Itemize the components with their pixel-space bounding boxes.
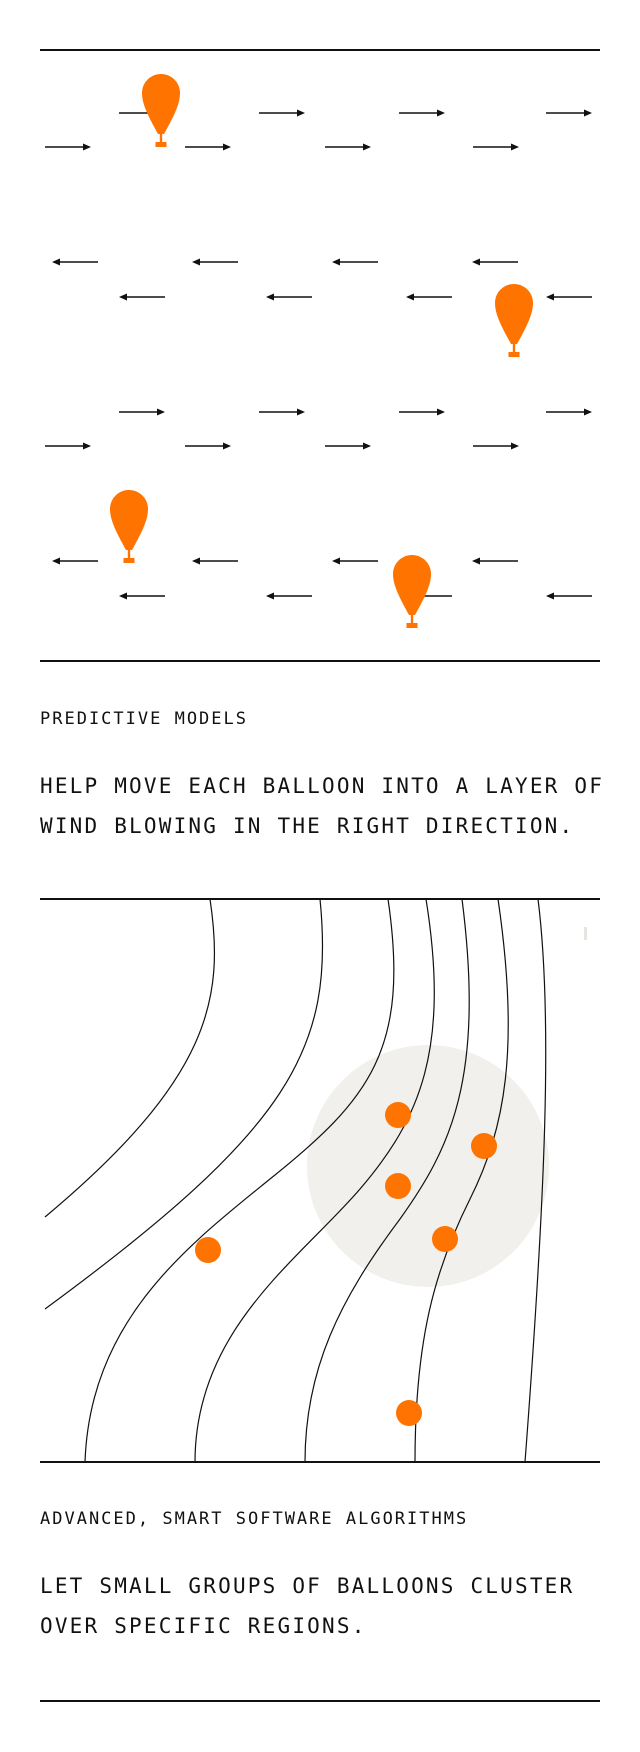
wind-layer-3-right <box>44 407 593 451</box>
balloon-dot <box>396 1400 422 1426</box>
arrow-left-icon <box>331 257 379 267</box>
balloon-dot <box>471 1133 497 1159</box>
balloon-icon <box>393 555 431 628</box>
arrow-left-icon <box>545 591 593 601</box>
arrow-right-icon <box>545 407 593 417</box>
flow-line <box>84 899 395 1463</box>
flow-line <box>44 899 324 1310</box>
arrow-left-icon <box>545 292 593 302</box>
arrow-right-icon <box>472 441 520 451</box>
wind-flow-lines <box>44 899 547 1463</box>
arrow-left-icon <box>51 257 99 267</box>
section-title-smart-algorithms: ADVANCED, SMART SOFTWARE ALGORITHMS <box>40 1509 469 1529</box>
arrow-right-icon <box>184 142 232 152</box>
cluster-svg <box>44 899 587 1463</box>
arrow-left-icon <box>51 556 99 566</box>
bottom-divider <box>40 1700 600 1702</box>
balloon-dot <box>195 1237 221 1263</box>
arrow-left-icon <box>405 292 453 302</box>
arrow-right-icon <box>184 441 232 451</box>
balloon-icon <box>110 490 148 563</box>
cluster-diagram <box>40 899 600 1463</box>
flow-line <box>414 899 509 1463</box>
top-divider <box>40 49 600 51</box>
balloon-dot <box>385 1102 411 1128</box>
arrow-right-icon <box>398 108 446 118</box>
cluster-region <box>307 1045 549 1287</box>
body-line: HELP MOVE EACH BALLOON INTO A LAYER OF <box>40 774 605 798</box>
divider <box>40 660 600 662</box>
body-line: LET SMALL GROUPS OF BALLOONS CLUSTER <box>40 1574 575 1598</box>
arrow-right-icon <box>324 142 372 152</box>
wind-layer-1-right <box>44 108 593 152</box>
arrow-right-icon <box>44 441 92 451</box>
balloon-dots <box>195 1102 497 1426</box>
flow-line <box>194 899 435 1463</box>
balloon-icon <box>495 284 533 357</box>
arrow-left-icon <box>118 591 166 601</box>
divider <box>40 1461 600 1463</box>
faint-marker <box>584 927 587 940</box>
balloon-dot <box>432 1226 458 1252</box>
arrow-right-icon <box>324 441 372 451</box>
section-title-predictive-models: PREDICTIVE MODELS <box>40 709 248 729</box>
arrow-left-icon <box>191 257 239 267</box>
body-line: OVER SPECIFIC REGIONS. <box>40 1614 367 1638</box>
arrow-left-icon <box>118 292 166 302</box>
arrow-left-icon <box>471 257 519 267</box>
arrow-right-icon <box>545 108 593 118</box>
wind-layer-4-left <box>51 556 593 601</box>
arrow-right-icon <box>258 407 306 417</box>
balloon-icon <box>142 74 180 147</box>
arrow-left-icon <box>471 556 519 566</box>
arrow-right-icon <box>258 108 306 118</box>
arrow-right-icon <box>44 142 92 152</box>
arrow-left-icon <box>331 556 379 566</box>
flow-line <box>524 899 547 1463</box>
arrow-left-icon <box>265 591 313 601</box>
flow-line <box>304 899 470 1463</box>
body-line: WIND BLOWING IN THE RIGHT DIRECTION. <box>40 814 575 838</box>
arrow-right-icon <box>472 142 520 152</box>
wind-layers-diagram <box>40 50 600 660</box>
arrow-right-icon <box>118 407 166 417</box>
arrow-left-icon <box>191 556 239 566</box>
wind-layers-svg <box>44 74 593 628</box>
section-body-predictive-models: HELP MOVE EACH BALLOON INTO A LAYER OF W… <box>40 766 610 846</box>
section-body-smart-algorithms: LET SMALL GROUPS OF BALLOONS CLUSTER OVE… <box>40 1566 610 1646</box>
flow-line <box>44 899 216 1218</box>
arrow-right-icon <box>398 407 446 417</box>
balloon-dot <box>385 1173 411 1199</box>
arrow-left-icon <box>265 292 313 302</box>
